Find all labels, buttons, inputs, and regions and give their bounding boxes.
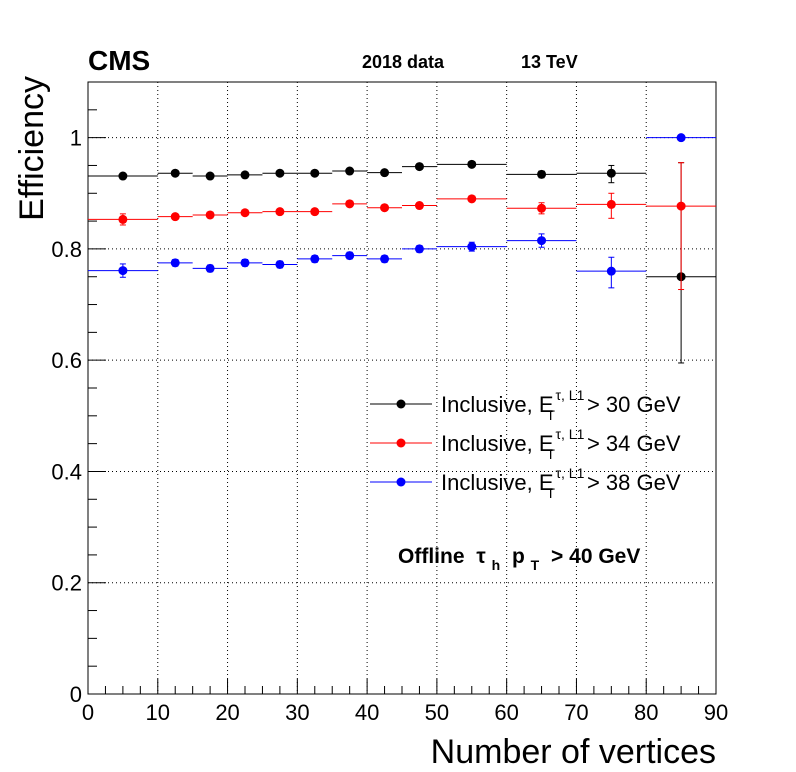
annotation-cut: > 40 GeV [551,545,640,568]
data-point [118,171,128,181]
x-axis-title: Number of vertices [431,733,716,771]
legend-marker [396,477,406,487]
y-axis-title: Efficiency [13,76,51,221]
annotation-tau-symbol: τ [476,545,486,568]
x-tick-label: 50 [425,700,449,725]
data-point [118,214,128,224]
annotation-var-sub: T [531,557,540,573]
legend-label-suffix: > 30 GeV [587,392,681,417]
legend-label-sup: τ, L1 [556,426,585,442]
data-point [467,242,477,252]
x-tick-label: 90 [704,700,728,725]
data-point [676,201,686,211]
y-tick-label: 0.6 [51,348,82,373]
data-point [537,203,547,213]
legend-label-prefix: Inclusive, E [441,392,554,417]
data-point [310,207,320,217]
y-tick-label: 1 [70,126,82,151]
data-point [205,210,215,220]
legend-label-suffix: > 38 GeV [587,470,681,495]
legend-label-sup: τ, L1 [556,387,585,403]
data-point [240,258,250,268]
data-point [414,244,424,254]
data-point [606,266,616,276]
data-point [606,199,616,209]
series-group [88,162,716,291]
legend-label-sub: T [546,446,555,462]
data-point [310,168,320,178]
legend-label-sup: τ, L1 [556,465,585,481]
data-point [467,194,477,204]
data-point [205,263,215,273]
offline-selection-annotation: Offline τ h p T > 40 GeV [398,545,640,575]
data-point [606,168,616,178]
data-point [118,266,128,276]
data-point [240,208,250,218]
legend-label-suffix: > 34 GeV [587,431,681,456]
y-tick-labels: 0 0.2 0.4 0.6 0.8 1 [51,126,82,707]
data-point [414,201,424,211]
data-point [537,236,547,246]
data-point [537,169,547,179]
data-point [676,133,686,143]
annotation-var: p [512,545,525,568]
legend-label-prefix: Inclusive, E [441,470,554,495]
x-tick-label: 60 [494,700,518,725]
data-point [414,162,424,172]
legend-label-sub: T [546,485,555,501]
series-group [88,133,716,289]
experiment-label: CMS [88,45,150,76]
x-tick-label: 10 [146,700,170,725]
y-tick-label: 0.4 [51,459,82,484]
data-point [240,170,250,180]
annotation-tau-sub: h [492,557,501,573]
data-point [345,199,355,209]
data-point [345,251,355,261]
data-point [170,212,180,222]
grid-lines [88,82,716,694]
data-point [380,203,390,213]
x-tick-label: 80 [634,700,658,725]
data-point [380,168,390,178]
data-point [345,166,355,176]
x-tick-label: 70 [564,700,588,725]
energy-label: 13 TeV [521,52,578,72]
data-point [275,168,285,178]
data-point [380,254,390,264]
y-tick-label: 0 [70,682,82,707]
legend-marker [396,438,406,448]
annotation-prefix: Offline [398,545,465,568]
data-point [310,254,320,264]
data-series [88,133,716,364]
data-point [467,159,477,169]
dataset-label: 2018 data [362,52,445,72]
axis-ticks [87,81,717,695]
data-point [170,168,180,178]
y-tick-label: 0.2 [51,571,82,596]
x-tick-label: 20 [215,700,239,725]
legend-label-prefix: Inclusive, E [441,431,554,456]
legend-marker [396,399,406,409]
x-tick-labels: 0 10 20 30 40 50 60 70 80 90 [82,700,728,725]
legend-label-sub: T [546,407,555,423]
data-point [275,207,285,217]
data-point [170,258,180,268]
data-point [205,171,215,181]
x-tick-label: 40 [355,700,379,725]
data-point [275,259,285,269]
y-tick-label: 0.8 [51,237,82,262]
x-tick-label: 0 [82,700,94,725]
x-tick-label: 30 [285,700,309,725]
